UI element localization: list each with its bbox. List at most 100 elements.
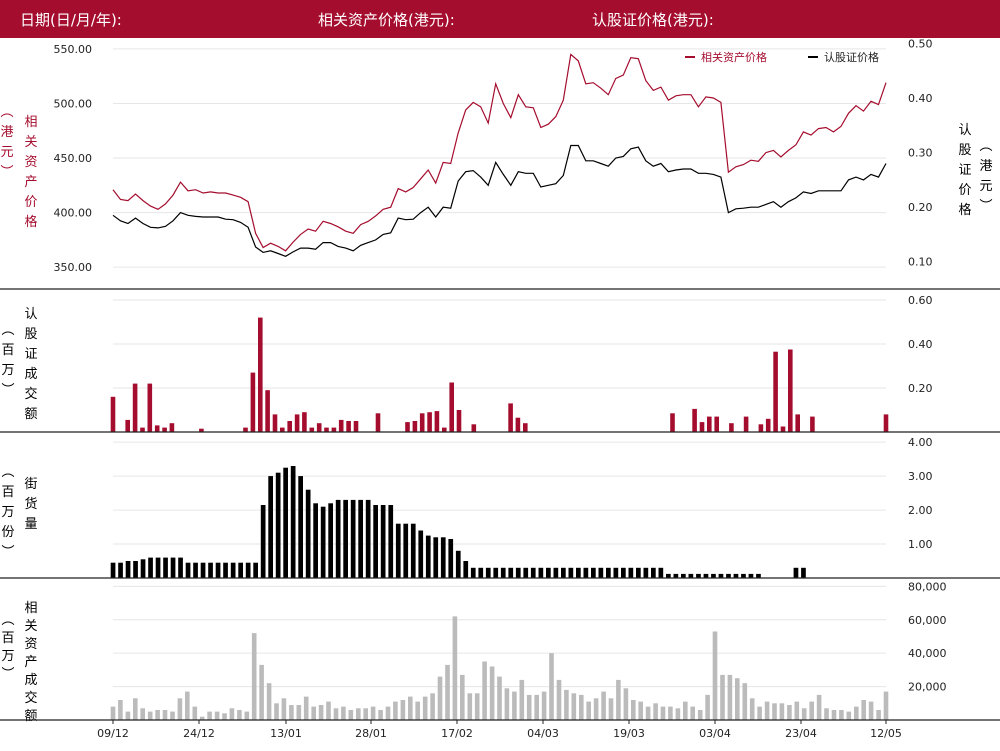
asset-turnover-bar bbox=[408, 696, 413, 720]
asset-price-label: 相关资产价格(港元): bbox=[318, 11, 455, 29]
price-left-axis-label-char: 产 bbox=[24, 175, 37, 190]
warrant-turnover-bar bbox=[294, 414, 300, 432]
outstanding-bar bbox=[500, 567, 506, 578]
warrant-turnover-axis-unit-char: 百 bbox=[1, 343, 14, 358]
warrant-turnover-bar bbox=[287, 421, 292, 432]
price-left-axis-label-char: 关 bbox=[24, 135, 37, 150]
warrant-turnover-bar bbox=[405, 422, 410, 432]
outstanding-bar bbox=[133, 561, 138, 578]
outstanding-bar bbox=[681, 573, 686, 578]
outstanding-bar bbox=[448, 539, 454, 578]
x-tick-label: 24/12 bbox=[183, 727, 215, 740]
outstanding-bar bbox=[538, 567, 544, 578]
price-right-tick-label: 0.40 bbox=[908, 92, 933, 105]
outstanding-bar bbox=[508, 567, 514, 578]
warrant-turnover-bar bbox=[765, 418, 771, 432]
price-left-tick-label: 500.00 bbox=[54, 97, 93, 110]
outstanding-axis-unit-char: ︵ bbox=[1, 465, 14, 480]
outstanding-bar bbox=[793, 567, 799, 578]
outstanding-bar bbox=[313, 503, 318, 578]
asset-turnover-bar bbox=[735, 678, 740, 720]
asset-turnover-bar bbox=[608, 698, 614, 720]
asset-turnover-bar bbox=[504, 688, 510, 720]
asset-turnover-bar bbox=[631, 700, 636, 720]
asset-turnover-bar bbox=[556, 679, 562, 720]
price-left-axis-label: 相关资产价格 bbox=[24, 115, 37, 230]
warrant-turnover-bar bbox=[442, 427, 447, 432]
asset-turnover-axis-label-char: 关 bbox=[24, 619, 37, 634]
warrant-turnover-bar bbox=[427, 412, 432, 432]
outstanding-bar bbox=[583, 567, 589, 578]
asset-turnover-bar bbox=[259, 664, 264, 720]
outstanding-bar bbox=[245, 562, 251, 578]
price-right-axis-unit-char: ︵ bbox=[979, 139, 992, 154]
asset-turnover-bar bbox=[861, 700, 866, 720]
price-left-axis-unit-char: ︵ bbox=[0, 105, 13, 120]
outstanding-bar bbox=[418, 530, 424, 578]
warrant-turnover-bar bbox=[147, 383, 153, 432]
warrant-turnover-bar bbox=[795, 414, 800, 432]
asset-turnover-bar bbox=[839, 710, 844, 720]
asset-turnover-axis-label-char: 成 bbox=[24, 673, 37, 688]
outstanding-bar bbox=[606, 567, 611, 578]
warrant-turnover-axis-label-char: 证 bbox=[24, 347, 37, 362]
outstanding-axis-label-char: 量 bbox=[24, 517, 37, 532]
outstanding-axis-unit: ︵ 百万份 ︶ bbox=[1, 465, 14, 560]
outstanding-bar bbox=[365, 499, 371, 578]
outstanding-bar bbox=[591, 567, 596, 578]
warrant-turnover-axis-unit-char: ︶ bbox=[1, 383, 14, 398]
warrant-turnover-bar bbox=[508, 403, 513, 432]
price-right-tick-label: 0.10 bbox=[908, 256, 933, 269]
warrant-turnover-bar bbox=[434, 411, 440, 432]
asset-turnover-bar bbox=[289, 705, 294, 720]
warrant-price-line bbox=[112, 144, 887, 257]
price-right-axis-unit-char: 元 bbox=[979, 179, 992, 194]
outstanding-bar bbox=[651, 567, 656, 578]
warrant-turnover-bar bbox=[324, 427, 329, 432]
asset-turnover-bar bbox=[757, 706, 762, 720]
asset-turnover-bar bbox=[675, 708, 681, 720]
price-left-tick-label: 400.00 bbox=[54, 207, 93, 220]
outstanding-bar bbox=[163, 557, 168, 578]
outstanding-bar bbox=[576, 567, 581, 578]
warrant-turnover-bar bbox=[692, 408, 697, 432]
asset-turnover-bar bbox=[460, 674, 465, 720]
asset-turnover-bar bbox=[333, 708, 339, 720]
asset-turnover-bar bbox=[668, 706, 673, 720]
warrant-turnover-bar bbox=[154, 425, 160, 432]
warrant-turnover-bar bbox=[140, 427, 145, 432]
warrant-turnover-bar bbox=[162, 427, 167, 432]
outstanding-bar bbox=[463, 561, 469, 578]
warrant-turnover-bar bbox=[338, 419, 344, 432]
warrant-turnover-tick-label: 0.40 bbox=[908, 338, 933, 351]
price-left-tick-label: 350.00 bbox=[54, 261, 93, 274]
asset-turnover-bar bbox=[854, 706, 859, 720]
asset-turnover-axis-label-char: 交 bbox=[24, 690, 37, 706]
outstanding-bar bbox=[741, 573, 746, 578]
outstanding-bar bbox=[178, 557, 183, 578]
outstanding-bar bbox=[328, 503, 333, 578]
warrant-turnover-bar bbox=[258, 317, 263, 432]
outstanding-bar bbox=[268, 476, 273, 578]
asset-turnover-bar bbox=[883, 691, 889, 720]
price-left-axis-label-char: 资 bbox=[24, 155, 37, 170]
warrant-turnover-bar bbox=[773, 351, 778, 432]
outstanding-axis-label: 街货量 bbox=[24, 477, 37, 532]
asset-turnover-bar bbox=[251, 633, 257, 720]
asset-turnover-bar bbox=[705, 694, 710, 720]
asset-turnover-bar bbox=[110, 706, 116, 720]
asset-turnover-bar bbox=[125, 711, 131, 720]
asset-turnover-bar bbox=[356, 708, 361, 720]
asset-turnover-bar bbox=[541, 691, 547, 720]
outstanding-bar bbox=[636, 567, 641, 578]
asset-turnover-bar bbox=[601, 691, 606, 720]
asset-turnover-axis-label-char: 产 bbox=[24, 655, 37, 670]
warrant-turnover-axis-unit-char: ︵ bbox=[1, 323, 14, 338]
outstanding-bar bbox=[110, 562, 116, 578]
warrant-turnover-bar bbox=[670, 413, 675, 432]
outstanding-bar bbox=[193, 562, 198, 578]
asset-turnover-bar bbox=[266, 683, 272, 720]
asset-turnover-bar bbox=[846, 711, 852, 720]
chart-area: 550.00 500.00 450.00 400.00 350.00 0.50 0.40 0.… bbox=[0, 38, 1000, 740]
